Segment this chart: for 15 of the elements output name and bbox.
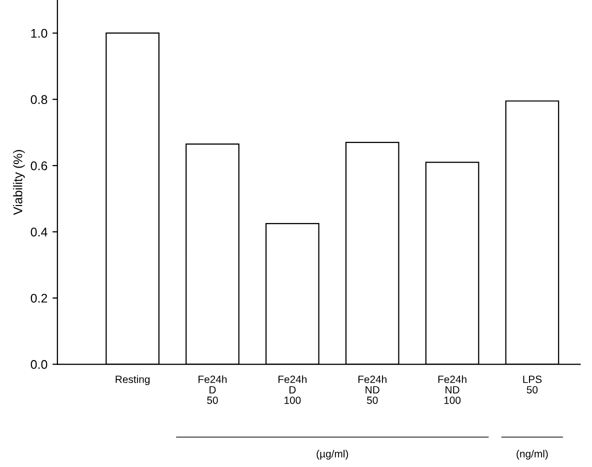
y-tick-label: 0.4 — [30, 228, 48, 236]
text: (µg/ml) — [316, 450, 348, 460]
y-axis-title: Viability (%) — [13, 150, 25, 215]
y-tick-label: 1.0 — [31, 28, 48, 38]
x-tick-label: Fe24h D 50 — [198, 375, 227, 404]
x-tick-label: Fe24h D 100 — [278, 375, 307, 404]
text: (ng/ml) — [516, 450, 548, 460]
y-tick-label: 0.0 — [30, 360, 48, 369]
x-tick-label: Fe24h ND 100 — [438, 375, 466, 404]
x-tick-label: LPS 50 — [523, 376, 542, 394]
y-tick-label: 0.6 — [30, 161, 48, 170]
x-tick-label: Fe24h ND 50 — [358, 375, 386, 404]
y-tick-label: 0.2 — [30, 294, 48, 303]
y-tick-label: 0.8 — [30, 95, 48, 104]
x-tick-label: Resting — [116, 375, 150, 386]
